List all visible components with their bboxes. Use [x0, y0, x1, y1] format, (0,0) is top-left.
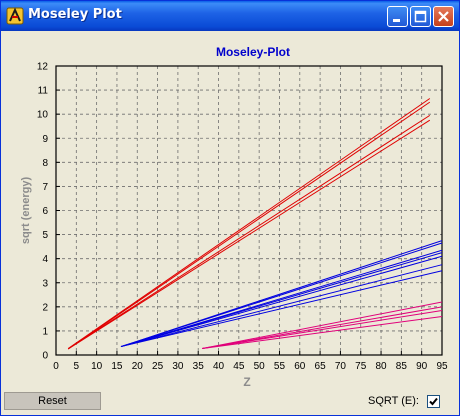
y-tick-label: 0 [42, 351, 48, 362]
x-tick-label: 85 [396, 361, 408, 372]
x-tick-label: 10 [91, 361, 103, 372]
y-axis-label: sqrt (energy) [20, 177, 32, 245]
x-tick-label: 50 [254, 361, 266, 372]
check-icon [429, 397, 438, 405]
y-tick-label: 9 [42, 134, 48, 145]
y-tick-label: 6 [42, 206, 48, 217]
close-button[interactable] [433, 6, 454, 27]
x-tick-label: 0 [53, 361, 59, 372]
series-line-m [202, 301, 443, 349]
x-tick-label: 65 [315, 361, 327, 372]
x-tick-label: 55 [274, 361, 286, 372]
maximize-icon [414, 10, 427, 23]
series-line-k [67, 119, 431, 350]
x-tick-label: 60 [294, 361, 306, 372]
series-line-m [202, 306, 443, 349]
x-tick-label: 15 [111, 361, 123, 372]
series-line-m [202, 309, 443, 349]
close-icon [438, 11, 449, 22]
plot-panel: 0 5 10 15 20 25 30 35 40 45 50 55 60 65 70 75 80 85 90 95 0 1… [4, 32, 456, 388]
series-line-m [202, 315, 443, 349]
y-tick-label: 11 [38, 86, 49, 97]
y-tick-label: 8 [42, 158, 48, 169]
x-tick-label: 70 [335, 361, 347, 372]
x-tick-label: 80 [375, 361, 387, 372]
maximize-button[interactable] [410, 6, 431, 27]
chart-title: Moseley-Plot [216, 45, 290, 59]
series-line-k [67, 114, 431, 350]
minimize-icon [393, 19, 400, 22]
series-line-k [67, 101, 431, 350]
minimize-button[interactable] [387, 6, 408, 27]
y-tick-label: 3 [42, 278, 48, 289]
y-tick-label: 1 [42, 326, 48, 337]
y-tick-label: 12 [37, 62, 49, 73]
x-tick-label: 20 [132, 361, 144, 372]
series-line-l [120, 255, 443, 348]
y-tick-label: 7 [42, 182, 48, 193]
y-tick-label: 5 [42, 230, 48, 241]
window-title: Moseley Plot [28, 7, 122, 22]
x-tick-label: 75 [355, 361, 367, 372]
series-line-l [120, 252, 443, 348]
x-tick-label: 25 [152, 361, 164, 372]
x-tick-label: 5 [74, 361, 80, 372]
x-axis-label: Z [243, 375, 250, 388]
series-line-l [120, 264, 443, 348]
x-tick-label: 45 [233, 361, 245, 372]
sqrt-energy-checkbox[interactable] [426, 394, 440, 408]
sqrt-energy-toggle[interactable]: SQRT (E): [368, 393, 440, 409]
series-line-l [120, 270, 443, 348]
x-tick-label: 35 [193, 361, 205, 372]
title-bar[interactable]: Moseley Plot [1, 1, 459, 31]
moseley-chart: 0 5 10 15 20 25 30 35 40 45 50 55 60 65 70 75 80 85 90 9501… [20, 45, 448, 388]
series-line-k [67, 98, 431, 349]
x-tick-label: 30 [172, 361, 184, 372]
x-tick-label: 40 [213, 361, 225, 372]
reset-button[interactable]: Reset [4, 392, 101, 410]
sqrt-energy-label: SQRT (E): [368, 395, 419, 407]
y-tick-label: 2 [42, 302, 48, 313]
x-tick-label: 90 [416, 361, 428, 372]
app-icon [6, 7, 24, 25]
y-tick-label: 10 [37, 110, 49, 121]
series-line-l [120, 242, 443, 348]
x-tick-label: 95 [436, 361, 448, 372]
y-tick-label: 4 [42, 254, 48, 265]
